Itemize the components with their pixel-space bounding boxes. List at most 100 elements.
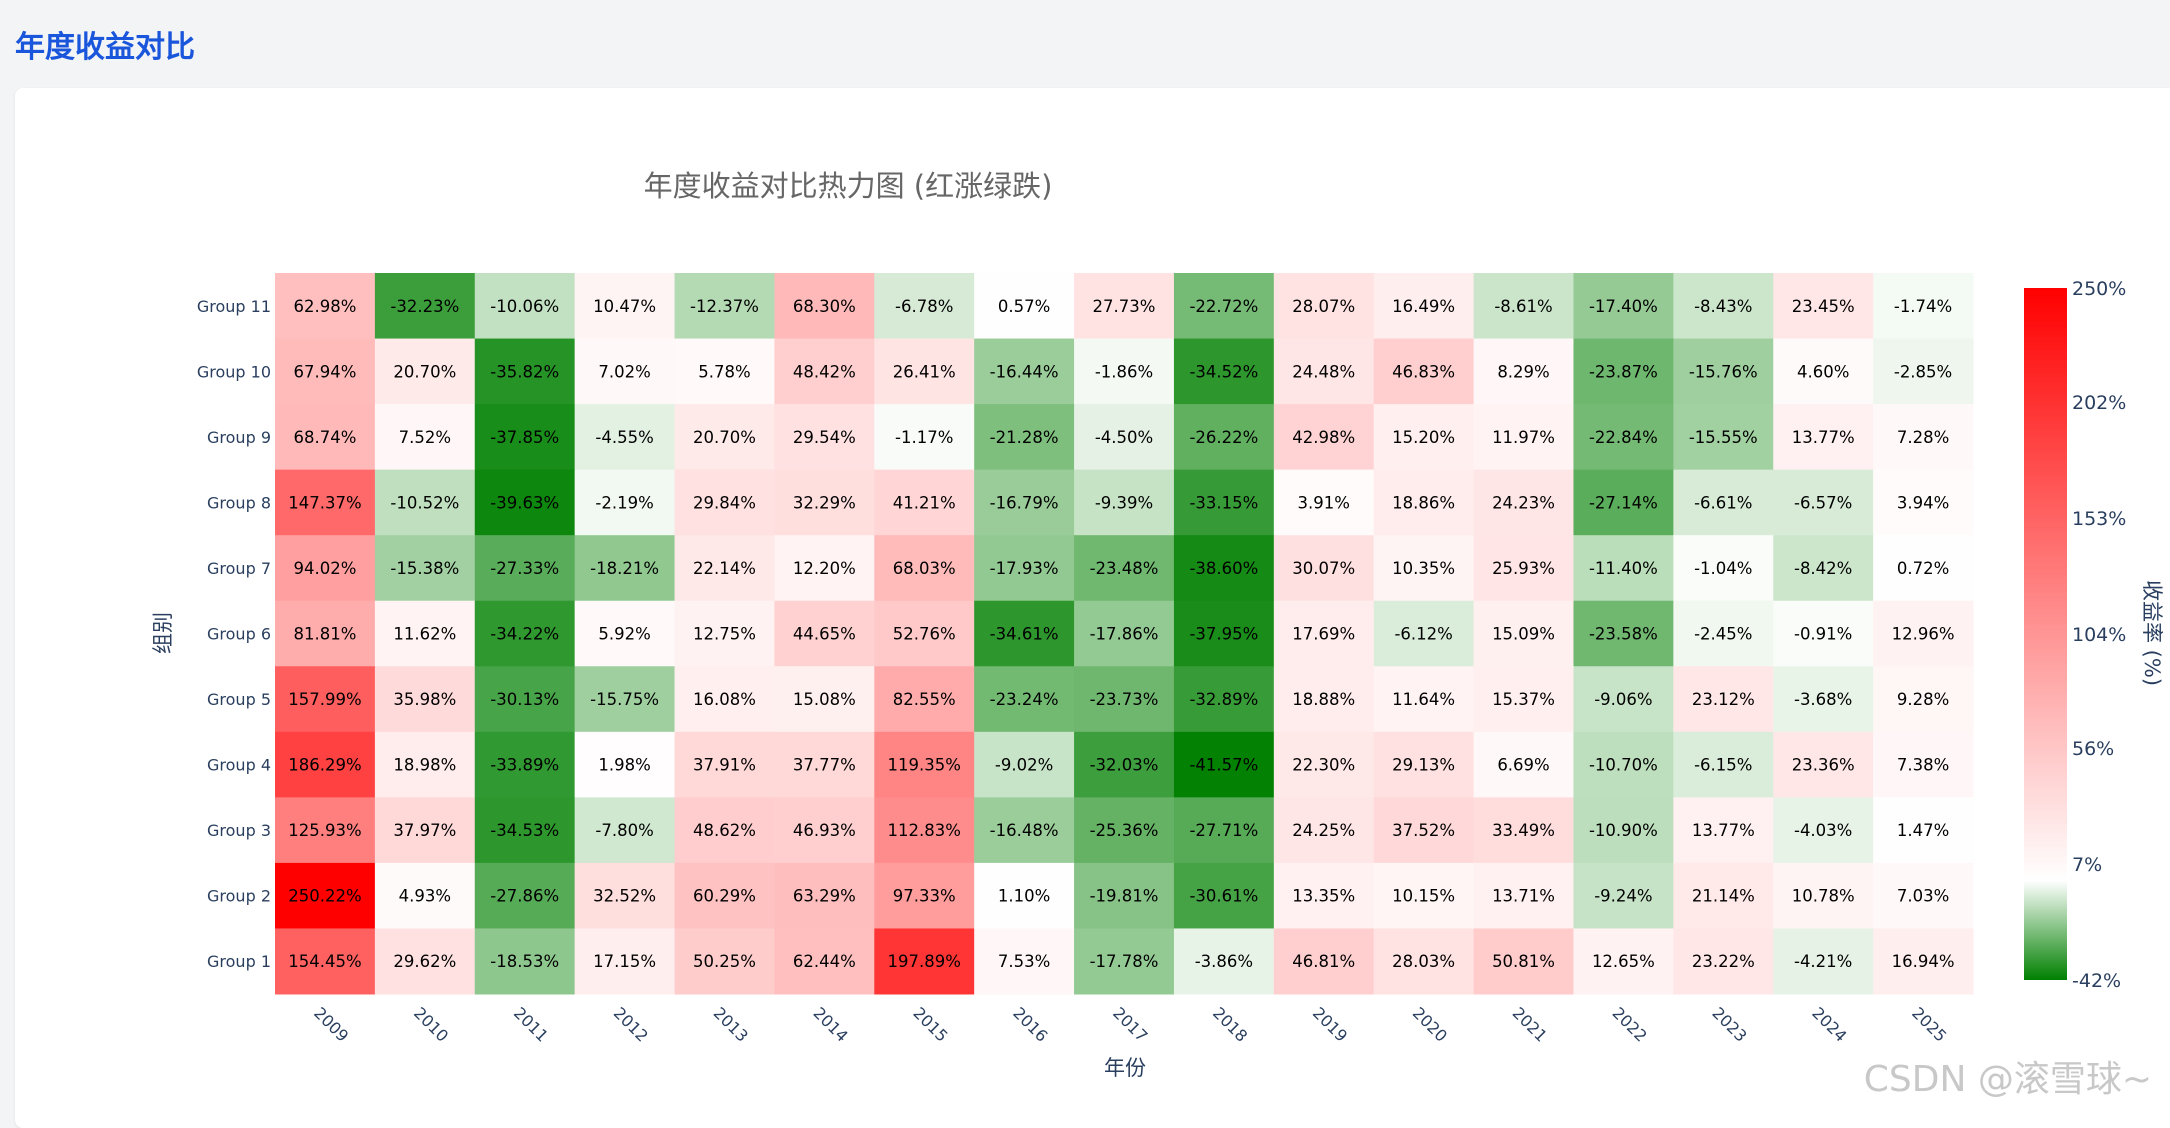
heatmap-cell[interactable] — [974, 862, 1075, 929]
heatmap-cell[interactable] — [1873, 404, 1974, 471]
heatmap-cell[interactable] — [674, 535, 775, 602]
heatmap-cell[interactable] — [1673, 928, 1774, 995]
heatmap-cell[interactable] — [1573, 535, 1674, 602]
heatmap-cell[interactable] — [774, 600, 875, 667]
heatmap-cell[interactable] — [1473, 469, 1574, 536]
heatmap-cell[interactable] — [1773, 338, 1874, 405]
heatmap-cell[interactable] — [1573, 797, 1674, 864]
heatmap-cell[interactable] — [374, 600, 476, 667]
heatmap-cell[interactable] — [1173, 535, 1275, 602]
heatmap-cell[interactable] — [774, 862, 875, 929]
heatmap-cell[interactable] — [1673, 797, 1774, 864]
heatmap-cell[interactable] — [1473, 535, 1574, 602]
heatmap-cell[interactable] — [574, 928, 676, 995]
heatmap-cell[interactable] — [1873, 535, 1974, 602]
heatmap-cell[interactable] — [1273, 404, 1375, 471]
heatmap-cell[interactable] — [275, 469, 376, 536]
heatmap-cell[interactable] — [1873, 469, 1974, 536]
heatmap-cell[interactable] — [1873, 797, 1974, 864]
heatmap-cell[interactable] — [674, 338, 775, 405]
heatmap-cell[interactable] — [774, 338, 875, 405]
heatmap-cell[interactable] — [1074, 469, 1175, 536]
heatmap-cell[interactable] — [1473, 338, 1574, 405]
heatmap-cell[interactable] — [974, 469, 1075, 536]
heatmap-cell[interactable] — [674, 600, 775, 667]
heatmap-cell[interactable] — [1773, 404, 1874, 471]
heatmap-cell[interactable] — [374, 731, 476, 798]
heatmap-cell[interactable] — [275, 535, 376, 602]
heatmap-cell[interactable] — [1173, 469, 1275, 536]
heatmap-cell[interactable] — [1773, 469, 1874, 536]
heatmap-cell[interactable] — [674, 469, 775, 536]
heatmap-cell[interactable] — [1074, 338, 1175, 405]
heatmap-cell[interactable] — [1473, 928, 1574, 995]
heatmap-cell[interactable] — [1273, 469, 1375, 536]
heatmap-cell[interactable] — [374, 862, 476, 929]
heatmap-cell[interactable] — [1473, 666, 1574, 733]
heatmap-cell[interactable] — [874, 600, 975, 667]
heatmap-cell[interactable] — [974, 731, 1075, 798]
heatmap-cell[interactable] — [1473, 862, 1574, 929]
heatmap-cell[interactable] — [1773, 273, 1874, 340]
heatmap-cell[interactable] — [674, 928, 775, 995]
heatmap-cell[interactable] — [1873, 338, 1974, 405]
heatmap-cell[interactable] — [774, 666, 875, 733]
heatmap-cell[interactable] — [474, 731, 576, 798]
heatmap-cell[interactable] — [1373, 535, 1475, 602]
heatmap-cell[interactable] — [275, 404, 376, 471]
heatmap-cell[interactable] — [574, 600, 676, 667]
heatmap-cell[interactable] — [275, 338, 376, 405]
heatmap-cell[interactable] — [1473, 273, 1574, 340]
heatmap-cell[interactable] — [1873, 666, 1974, 733]
heatmap-cell[interactable] — [1473, 600, 1574, 667]
heatmap-cell[interactable] — [1074, 862, 1175, 929]
heatmap-cell[interactable] — [874, 338, 975, 405]
heatmap-cell[interactable] — [1273, 600, 1375, 667]
heatmap-cell[interactable] — [974, 797, 1075, 864]
heatmap-cell[interactable] — [474, 273, 576, 340]
heatmap-cell[interactable] — [1173, 731, 1275, 798]
heatmap-cell[interactable] — [374, 338, 476, 405]
heatmap-cell[interactable] — [374, 469, 476, 536]
heatmap-cell[interactable] — [1773, 535, 1874, 602]
heatmap-cell[interactable] — [1673, 273, 1774, 340]
heatmap-cell[interactable] — [1273, 928, 1375, 995]
heatmap-cell[interactable] — [774, 928, 875, 995]
heatmap-cell[interactable] — [374, 666, 476, 733]
heatmap-cell[interactable] — [1173, 273, 1275, 340]
heatmap-cell[interactable] — [374, 273, 476, 340]
heatmap-cell[interactable] — [1173, 797, 1275, 864]
heatmap-cell[interactable] — [374, 928, 476, 995]
heatmap-cell[interactable] — [1373, 469, 1475, 536]
heatmap-cell[interactable] — [1873, 862, 1974, 929]
heatmap-cell[interactable] — [1373, 666, 1475, 733]
heatmap-cell[interactable] — [1573, 469, 1674, 536]
heatmap-cell[interactable] — [1074, 666, 1175, 733]
heatmap-cell[interactable] — [1273, 797, 1375, 864]
heatmap-cell[interactable] — [874, 928, 975, 995]
heatmap-cell[interactable] — [1173, 862, 1275, 929]
heatmap-cell[interactable] — [1673, 862, 1774, 929]
heatmap-cell[interactable] — [474, 666, 576, 733]
heatmap-cell[interactable] — [1573, 404, 1674, 471]
heatmap-cell[interactable] — [774, 535, 875, 602]
heatmap-cell[interactable] — [774, 273, 875, 340]
heatmap-cell[interactable] — [1573, 862, 1674, 929]
heatmap-cell[interactable] — [1873, 600, 1974, 667]
heatmap-cell[interactable] — [774, 469, 875, 536]
heatmap-cell[interactable] — [1373, 338, 1475, 405]
heatmap-cell[interactable] — [574, 404, 676, 471]
heatmap-cell[interactable] — [1773, 797, 1874, 864]
heatmap-cell[interactable] — [574, 862, 676, 929]
heatmap-cell[interactable] — [1074, 535, 1175, 602]
heatmap-cell[interactable] — [574, 338, 676, 405]
heatmap-cell[interactable] — [774, 404, 875, 471]
heatmap-cell[interactable] — [1873, 731, 1974, 798]
heatmap-cell[interactable] — [874, 273, 975, 340]
heatmap-cell[interactable] — [1074, 731, 1175, 798]
heatmap-cell[interactable] — [1473, 731, 1574, 798]
heatmap-cell[interactable] — [574, 666, 676, 733]
heatmap-cell[interactable] — [1373, 273, 1475, 340]
heatmap-cell[interactable] — [1873, 273, 1974, 340]
heatmap-cell[interactable] — [674, 731, 775, 798]
